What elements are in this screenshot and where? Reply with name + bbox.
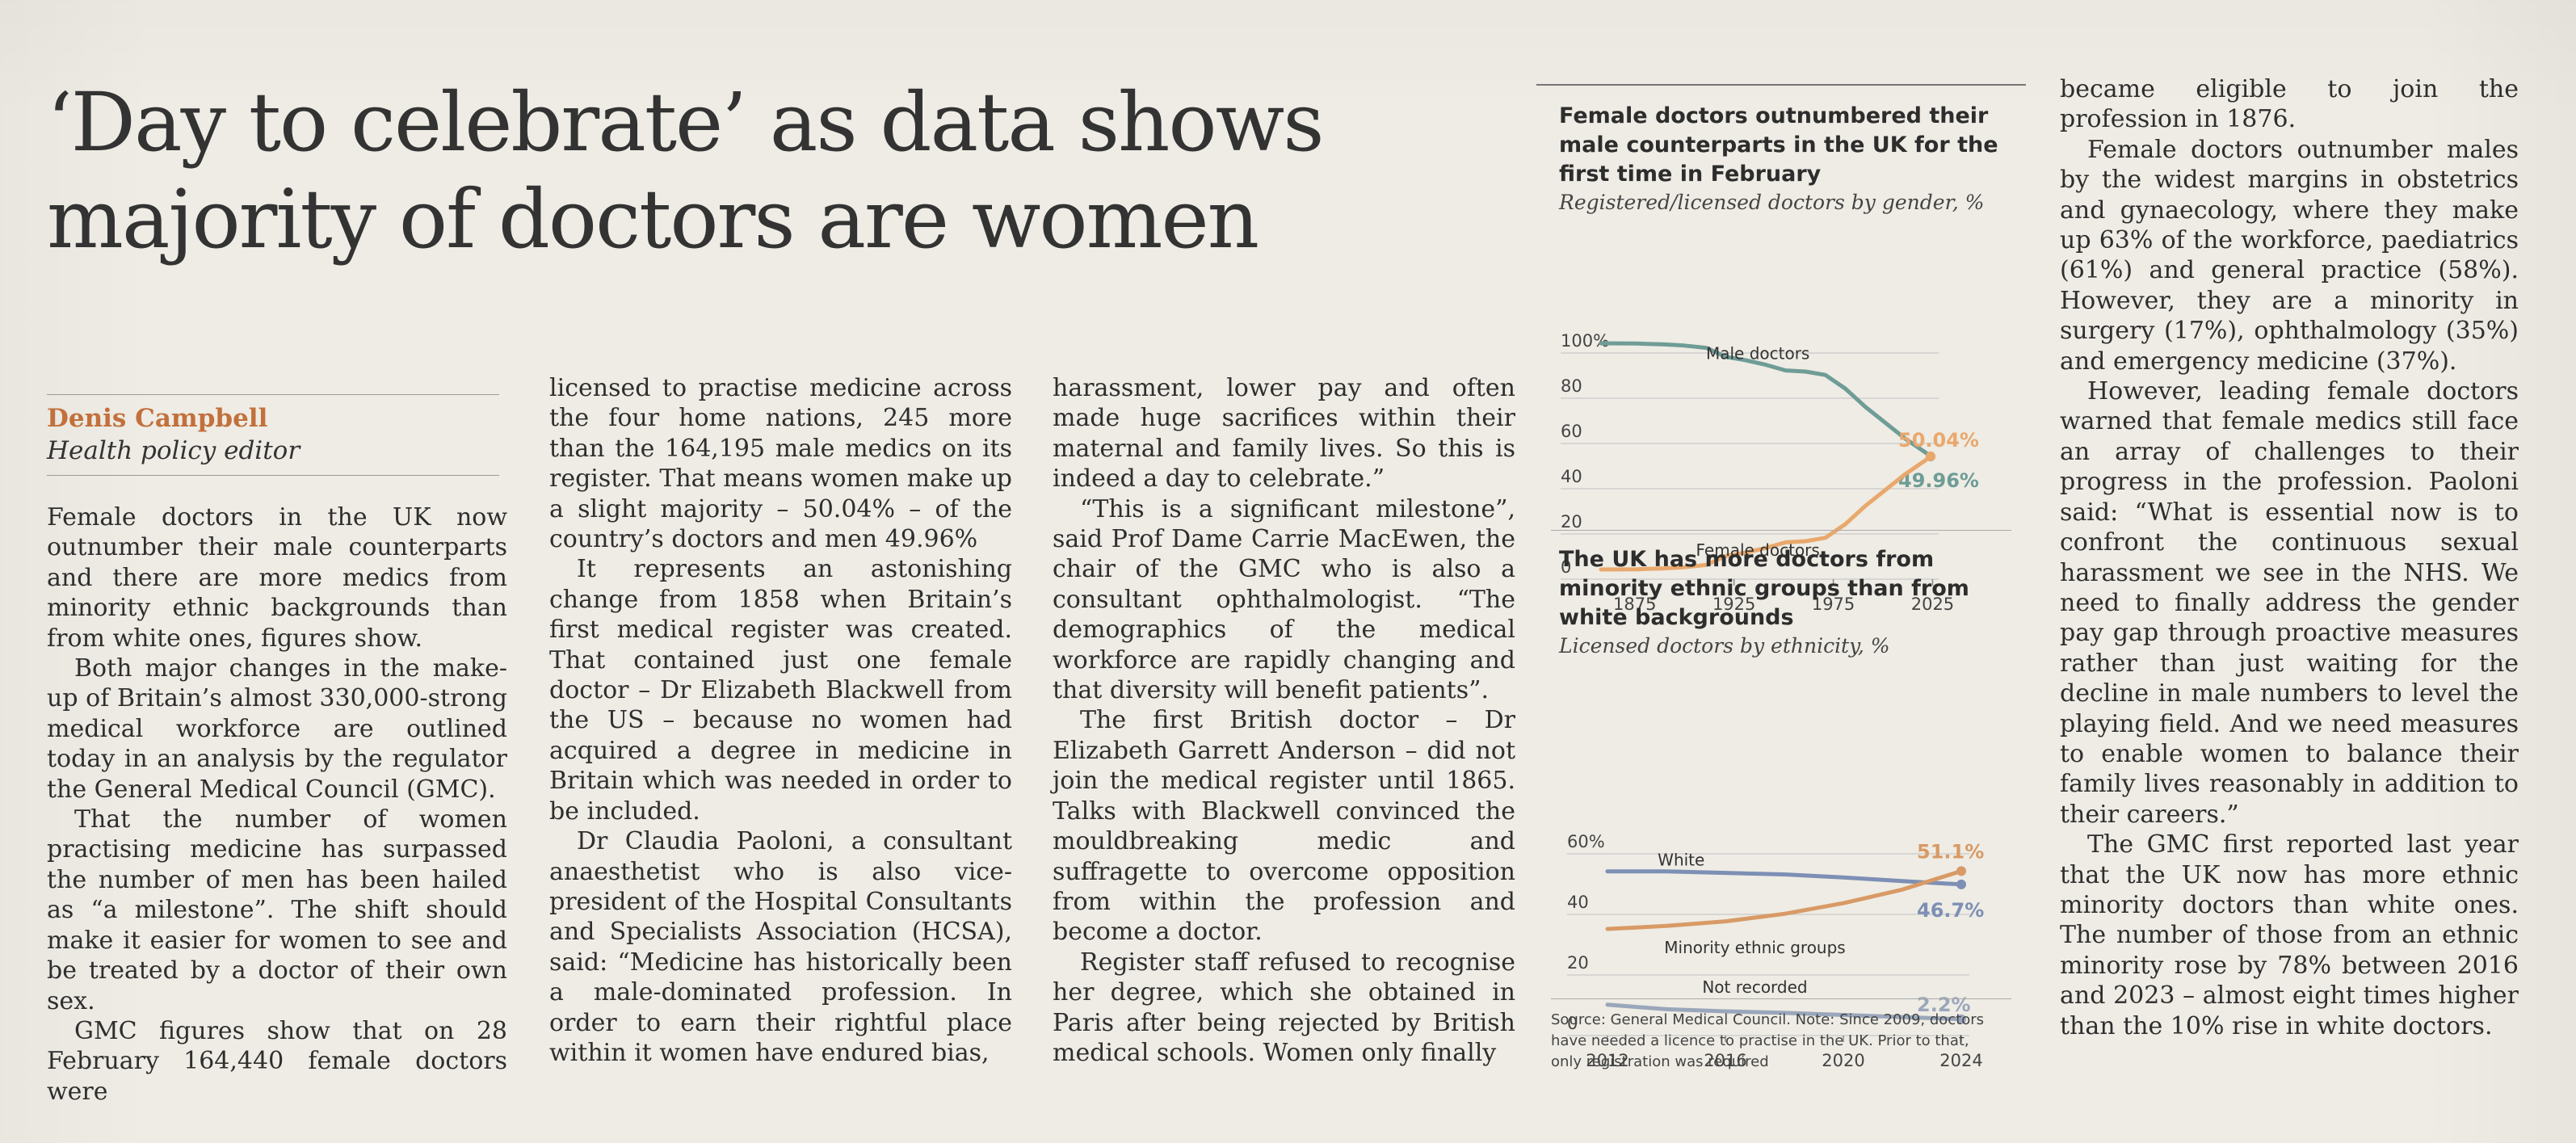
chart2-series-line — [1605, 869, 1964, 887]
paragraph: “This is a significant milestone”, said … — [1053, 494, 1515, 705]
paragraph: Both major changes in the make-up of Bri… — [47, 654, 507, 804]
chart2-end-value-label: 2.2% — [1917, 994, 1971, 1016]
chart1-series-label: Male doctors — [1706, 344, 1809, 363]
chart1-x-tick-label: 2025 — [1911, 595, 1954, 614]
article-column-2: licensed to practise medicine across the… — [549, 373, 1012, 1068]
headline: ‘Day to celebrate’ as data shows majorit… — [47, 75, 1325, 267]
chart2-x-tick-label: 2012 — [1586, 1051, 1628, 1070]
chart2-x-tick-label: 2024 — [1939, 1051, 1982, 1070]
chart2-y-tick-label: 0 — [1567, 1014, 1578, 1033]
gender-chart: 100% 80 60 40 20 0 1875 1925 1975 2025 Male doctor… — [1561, 331, 1979, 614]
chart1-series-endpoint — [1926, 451, 1935, 461]
paragraph: Dr Claudia Paoloni, a consultant anaesth… — [549, 827, 1012, 1067]
chart2-title: The UK has more doctors from minority et… — [1559, 547, 1969, 630]
chart1-title: Female doctors outnumbered their male co… — [1559, 103, 1998, 187]
paragraph: became eligible to join the profession i… — [2060, 75, 2519, 134]
paragraph: The first British doctor – Dr Elizabeth … — [1053, 706, 1515, 947]
paragraph: Female doctors outnumber males by the wi… — [2060, 135, 2519, 376]
chart2-y-tick-label: 60% — [1567, 832, 1605, 851]
chart1-y-tick-label: 40 — [1561, 467, 1582, 486]
chart1-x-tick-label: 1875 — [1613, 595, 1656, 614]
chart2-series-line — [1605, 868, 1964, 931]
byline-rule — [47, 394, 499, 395]
chart1-y-tick-label: 100% — [1561, 331, 1609, 351]
chart2-x-tick-label: 2016 — [1704, 1051, 1746, 1070]
ethnicity-chart: 60% 40 20 0 2012 2016 2020 2024 White 46.7% Minori… — [1567, 832, 1984, 1070]
chart1-end-value-label: 50.04% — [1898, 429, 1979, 452]
chart2-end-value-label: 51.1% — [1917, 840, 1984, 863]
chart2-series-endpoint — [1956, 879, 1966, 889]
paragraph: GMC figures show that on 28 February 164… — [47, 1016, 507, 1106]
graphic-divider — [1551, 530, 2011, 531]
chart2-y-tick-label: 40 — [1567, 893, 1589, 912]
paragraph: Female doctors in the UK now outnumber t… — [47, 503, 507, 653]
chart2-end-value-label: 46.7% — [1917, 899, 1984, 922]
article-column-3: harassment, lower pay and often made hug… — [1053, 373, 1515, 1068]
graphic-bottom-rule — [1551, 998, 2011, 999]
chart1-series-label: Female doctors — [1696, 540, 1820, 560]
article-column-4: became eligible to join the profession i… — [2060, 74, 2519, 1041]
chart1-y-tick-label: 0 — [1561, 557, 1571, 577]
graphic-source: Source: General Medical Council. Note: S… — [1551, 1011, 1985, 1070]
paragraph: Register staff refused to recognise her … — [1053, 948, 1515, 1067]
chart2-series-label: White — [1658, 850, 1704, 869]
chart2-heading: The UK has more doctors from minority et… — [1559, 545, 2011, 660]
chart1-end-value-label: 49.96% — [1898, 469, 1979, 492]
author-role: Health policy editor — [47, 436, 300, 465]
chart1-y-tick-label: 80 — [1561, 376, 1582, 396]
byline-bottom-rule — [47, 475, 499, 476]
paragraph: The GMC first reported last year that th… — [2060, 830, 2519, 1040]
paragraph: However, leading female doctors warned t… — [2060, 377, 2519, 829]
paragraph: harassment, lower pay and often made hug… — [1053, 374, 1515, 494]
paragraph: licensed to practise medicine across the… — [549, 374, 1012, 554]
chart1-y-tick-label: 20 — [1561, 512, 1582, 532]
article-column-1: Female doctors in the UK now outnumber t… — [47, 502, 507, 1107]
paragraph: It represents an astonishing change from… — [549, 555, 1012, 826]
chart2-series-label: Not recorded — [1702, 977, 1807, 997]
chart2-series-endpoint — [1956, 1014, 1966, 1024]
chart1-x-tick-label: 1925 — [1712, 595, 1755, 614]
byline: Denis Campbell Health policy editor — [47, 402, 499, 467]
chart1-series-line — [1599, 454, 1933, 572]
chart2-x-tick-label: 2020 — [1822, 1051, 1864, 1070]
author-name: Denis Campbell — [47, 404, 268, 433]
chart1-x-tick-label: 1975 — [1812, 595, 1855, 614]
graphic-panel: Female doctors outnumbered their male co… — [1536, 89, 2026, 1084]
chart2-y-tick-label: 20 — [1567, 953, 1589, 973]
chart1-heading: Female doctors outnumbered their male co… — [1559, 102, 2011, 216]
chart2-series-line — [1605, 1002, 1964, 1022]
chart1-y-tick-label: 60 — [1561, 422, 1582, 441]
paragraph: That the number of women practising medi… — [47, 805, 507, 1015]
chart2-subtitle: Licensed doctors by ethnicity, % — [1559, 634, 1890, 658]
chart2-series-endpoint — [1956, 866, 1966, 876]
chart2-series-label: Minority ethnic groups — [1664, 938, 1845, 957]
chart1-subtitle: Registered/licensed doctors by gender, % — [1559, 191, 1985, 214]
chart1-series-line — [1599, 341, 1933, 459]
graphic-top-rule — [1536, 84, 2026, 86]
